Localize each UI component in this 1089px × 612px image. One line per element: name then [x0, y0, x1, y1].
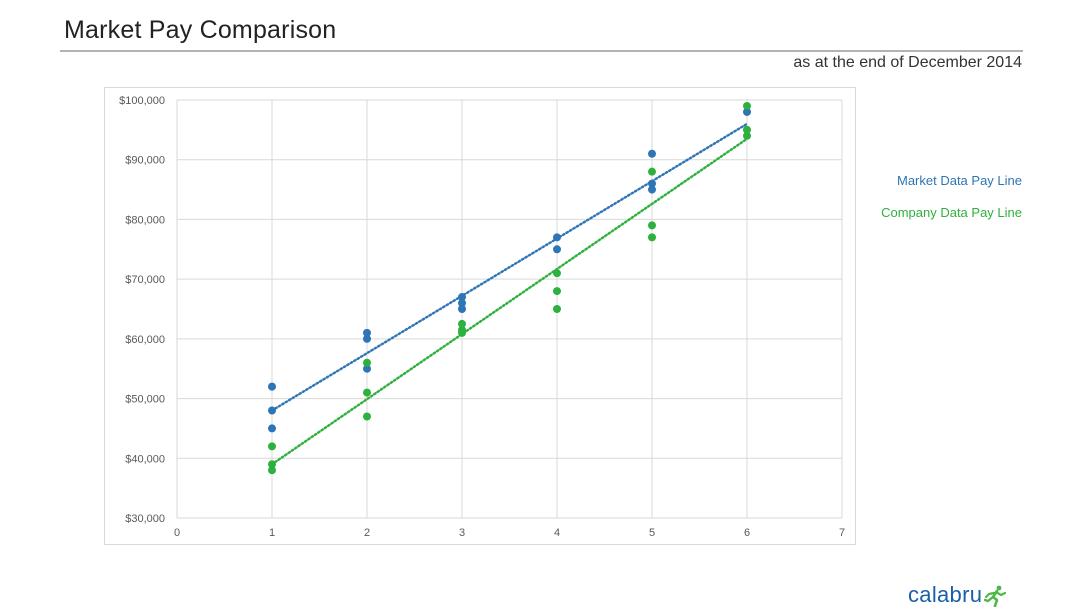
- data-points: [268, 101, 751, 475]
- company-data-point: [458, 328, 466, 337]
- market-data-point: [268, 424, 276, 433]
- running-figure-icon: [984, 585, 1007, 612]
- market-data-point: [648, 185, 656, 194]
- x-tick-label: 6: [744, 527, 750, 539]
- chart-area: [104, 87, 856, 545]
- y-tick-label: $60,000: [125, 334, 165, 346]
- company-data-point: [268, 466, 276, 475]
- market-data-point: [363, 334, 371, 343]
- company-data-point: [553, 305, 561, 313]
- title-divider: [60, 50, 1023, 52]
- company-data-point: [268, 442, 276, 451]
- company-data-point: [363, 358, 371, 367]
- market-data-point: [268, 382, 276, 391]
- company-trendline: [270, 137, 749, 466]
- grid-lines: [176, 99, 843, 519]
- y-tick-label: $70,000: [125, 274, 165, 286]
- trend-lines: [270, 122, 749, 466]
- company-data-point: [648, 221, 656, 230]
- market-data-point: [363, 364, 371, 373]
- x-tick-label: 2: [364, 527, 370, 539]
- legend-company-data-pay-line: Company Data Pay Line: [881, 205, 1022, 220]
- market-data-point: [458, 305, 466, 313]
- x-tick-label: 4: [554, 527, 560, 539]
- market-data-point: [553, 245, 561, 254]
- axis-tick-labels: $30,000 $40,000 $50,000 $60,000 $70,000 $80,0…: [119, 95, 845, 539]
- y-tick-label: $90,000: [125, 155, 165, 167]
- market-data-point: [268, 406, 276, 415]
- market-data-point: [648, 149, 656, 158]
- company-data-point: [363, 388, 371, 397]
- market-data-point: [458, 293, 466, 302]
- company-data-point: [743, 125, 751, 134]
- company-data-point: [458, 319, 466, 328]
- x-tick-label: 5: [649, 527, 655, 539]
- y-tick-label: $50,000: [125, 394, 165, 406]
- legend-market-data-pay-line: Market Data Pay Line: [896, 173, 1022, 188]
- company-data-point: [648, 233, 656, 242]
- calabru-logo: calabru: [908, 580, 1007, 612]
- company-data-point: [553, 269, 561, 278]
- x-tick-label: 7: [839, 527, 845, 539]
- market-data-point: [458, 299, 466, 308]
- page-title: Market Pay Comparison: [64, 16, 337, 44]
- market-data-point: [553, 233, 561, 242]
- market-data-point: [363, 328, 371, 337]
- y-tick-label: $30,000: [125, 513, 165, 525]
- company-data-point: [648, 167, 656, 176]
- page-subtitle: as at the end of December 2014: [793, 54, 1022, 71]
- x-tick-label: 1: [269, 527, 275, 539]
- market-data-point: [743, 107, 751, 116]
- market-trendline: [270, 122, 749, 412]
- y-tick-label: $100,000: [119, 95, 165, 107]
- x-tick-label: 3: [459, 527, 465, 539]
- company-data-point: [743, 101, 751, 110]
- company-data-point: [743, 131, 751, 140]
- company-data-point: [363, 412, 371, 421]
- company-data-point: [553, 287, 561, 296]
- y-tick-label: $80,000: [125, 214, 165, 226]
- market-data-point: [648, 179, 656, 188]
- y-tick-label: $40,000: [125, 453, 165, 465]
- company-data-point: [268, 460, 276, 469]
- logo-wordmark: calabru: [908, 582, 983, 607]
- x-tick-label: 0: [174, 527, 180, 539]
